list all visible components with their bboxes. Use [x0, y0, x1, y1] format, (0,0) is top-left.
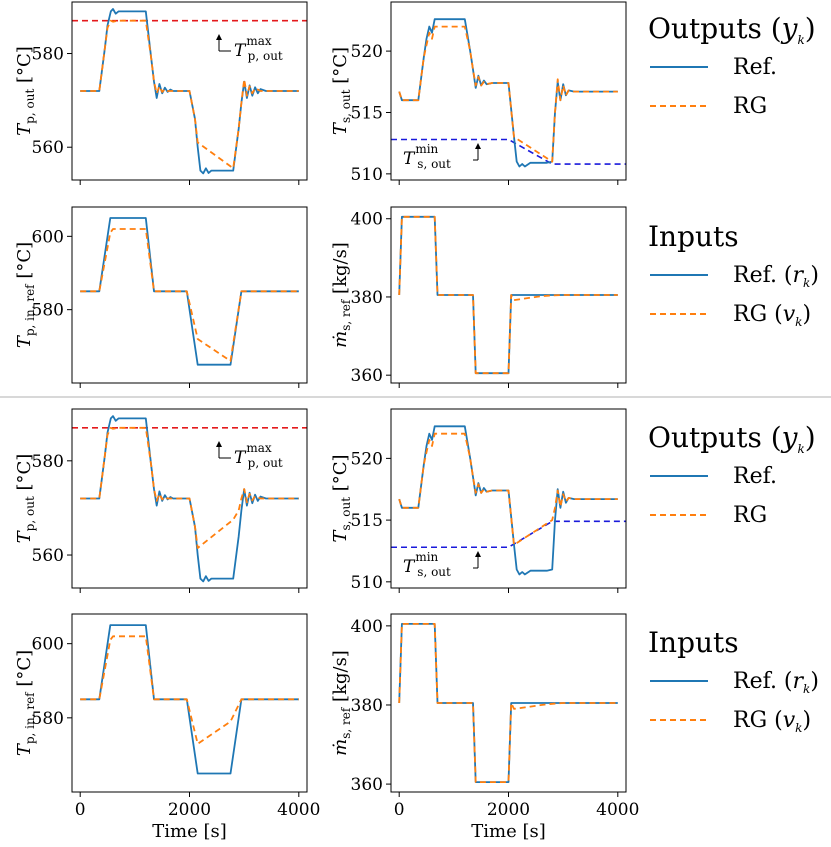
y-tick-label: 510	[351, 573, 383, 593]
min-limit-annotation: Tmin s, out	[403, 550, 481, 579]
legends: Outputs (yk) Ref. RG Inputs Ref. (rk) RG (vk)…	[648, 12, 819, 735]
plot-area	[80, 624, 299, 775]
y-tick-label: 600	[32, 227, 64, 247]
legend-title: Outputs (yk)	[648, 12, 816, 47]
max-limit-annotation: Tmax p, out	[216, 34, 283, 63]
y-tick-label: 515	[351, 511, 383, 531]
y-tick-label: 520	[351, 42, 383, 62]
y-tick-label: 580	[32, 301, 64, 321]
series-rg-line	[80, 228, 299, 362]
y-tick-label: 600	[32, 635, 64, 655]
y-axis-label: Tp, in, ref [°C]	[14, 242, 37, 348]
y-tick-label: 560	[32, 546, 64, 566]
legend-inputs: Inputs Ref. (rk) RG (vk)	[648, 220, 819, 329]
y-tick-label: 580	[32, 452, 64, 472]
legend-outputs: Outputs (yk) Ref. RG	[648, 421, 816, 528]
min-limit-line	[391, 138, 626, 165]
x-axis-label: Time [s]	[152, 821, 227, 842]
plot-area	[398, 623, 618, 783]
y-axis-label: ṁs, ref [kg/s]	[330, 650, 353, 756]
y-tick-label: 380	[351, 288, 383, 308]
legend-title: Inputs	[648, 626, 739, 659]
y-tick-label: 515	[351, 103, 383, 123]
series-rg-line	[398, 623, 618, 783]
series-rg-line	[80, 635, 299, 745]
legend-entry-label: Ref.	[733, 464, 777, 489]
legend-entry-label: Ref.	[733, 55, 777, 80]
plot-area	[80, 217, 299, 366]
y-axis-label: ṁs, ref [kg/s]	[330, 242, 353, 348]
plot-area	[72, 415, 307, 583]
x-tick-label: 0	[75, 800, 86, 820]
max-limit-annotation: Tmax p, out	[216, 441, 283, 470]
y-tick-label: 400	[351, 210, 383, 230]
y-axis-label: Ts, out [°C]	[330, 454, 353, 542]
legend-title: Inputs	[648, 220, 739, 253]
y-axis-label: Tp, in, ref [°C]	[14, 650, 37, 756]
x-tick-label: 0	[394, 800, 405, 820]
legend-entry-label: Ref. (rk)	[733, 263, 819, 290]
min-limit-annotation: Tmin s, out	[403, 142, 481, 171]
subplot-g1-ms: 360 380 400 ṁs, ref [kg/s]	[330, 206, 627, 388]
plot-area	[391, 18, 626, 168]
y-axis-label: Tp, out [°C]	[14, 454, 37, 544]
x-tick-label: 2000	[168, 800, 211, 820]
x-tick-label: 4000	[277, 800, 320, 820]
plot-area	[398, 215, 618, 375]
y-tick-label: 360	[351, 366, 383, 386]
y-tick-label: 380	[351, 696, 383, 716]
plot-area	[72, 8, 307, 175]
x-axis-label: Time [s]	[471, 821, 546, 842]
series-rg-line	[398, 215, 618, 375]
min-limit-line	[391, 520, 626, 549]
legend-entry-label: RG (vk)	[733, 302, 811, 329]
series-rg-line	[398, 432, 618, 546]
legend-inputs: Inputs Ref. (rk) RG (vk)	[648, 626, 819, 735]
y-axis-label: Ts, out [°C]	[330, 47, 353, 135]
series-rg-line	[398, 25, 618, 163]
legend-entry-label: Ref. (rk)	[733, 669, 819, 696]
series-ref-line	[80, 415, 299, 583]
legend-title: Outputs (yk)	[648, 421, 816, 456]
plot-area	[391, 425, 626, 576]
legend-entry-label: RG	[733, 503, 767, 528]
y-tick-label: 580	[32, 45, 64, 65]
series-rg-line	[80, 426, 299, 549]
y-axis-label: Tp, out [°C]	[14, 46, 37, 136]
series-ref-line	[80, 624, 299, 775]
y-tick-label: 510	[351, 165, 383, 185]
y-tick-label: 400	[351, 617, 383, 637]
y-tick-label: 580	[32, 709, 64, 729]
y-tick-label: 560	[32, 138, 64, 158]
legend-outputs: Outputs (yk) Ref. RG	[648, 12, 816, 119]
series-rg-line	[80, 19, 299, 170]
legend-entry-label: RG (vk)	[733, 708, 811, 735]
y-tick-label: 360	[351, 775, 383, 795]
subplot-g2-tpin: 580 600 0 2000 4000 Time [s] Tp, in, ref [°C]	[14, 613, 320, 842]
x-tick-label: 4000	[596, 800, 639, 820]
legend-entry-label: RG	[733, 94, 767, 119]
y-tick-label: 520	[351, 449, 383, 469]
x-tick-label: 2000	[487, 800, 530, 820]
